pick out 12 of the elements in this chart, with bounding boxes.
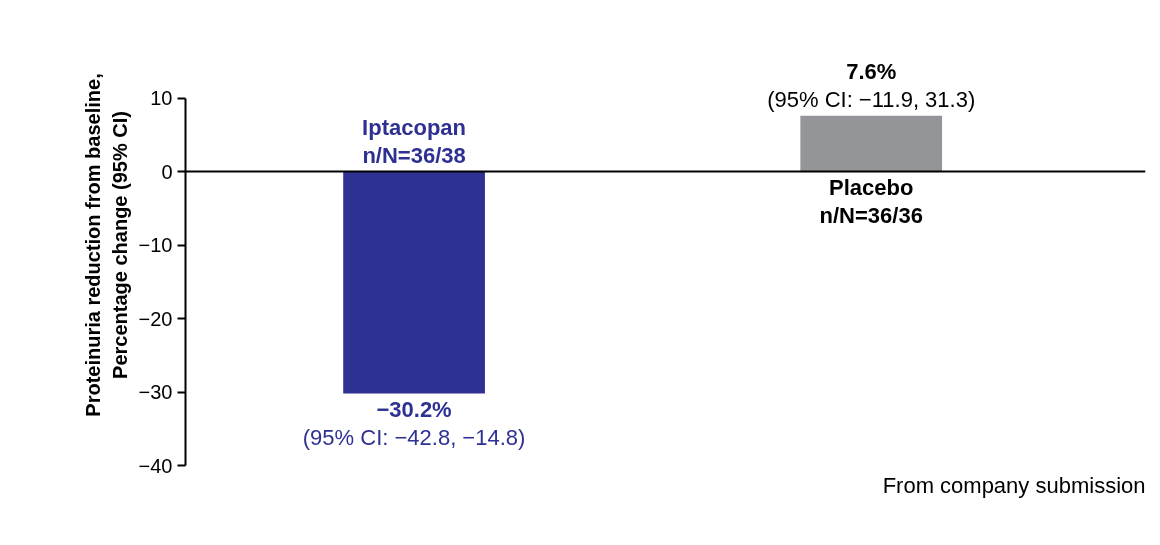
data-label: 7.6% (95% CI: −11.9, 31.3) [767,59,976,112]
y-axis-title: Proteinuria reduction from baseline, Percentage change (95% CI) [82,73,131,417]
y-tick-label: −10 [138,234,173,256]
data-label: −30.2% (95% CI: −42.8, −14.8) [302,397,526,450]
y-tick-label: 0 [161,160,173,183]
y-tick-label: −30 [138,381,173,403]
y-tick-label: −20 [138,307,173,330]
x-tick-label: Placebo n/N=36/36 [819,175,923,228]
x-tick-label: Iptacopan n/N=36/38 [362,115,467,168]
y-tick-label: 10 [150,87,173,109]
y-tick-label: −40 [138,454,173,477]
text: From company submission [882,472,1146,498]
